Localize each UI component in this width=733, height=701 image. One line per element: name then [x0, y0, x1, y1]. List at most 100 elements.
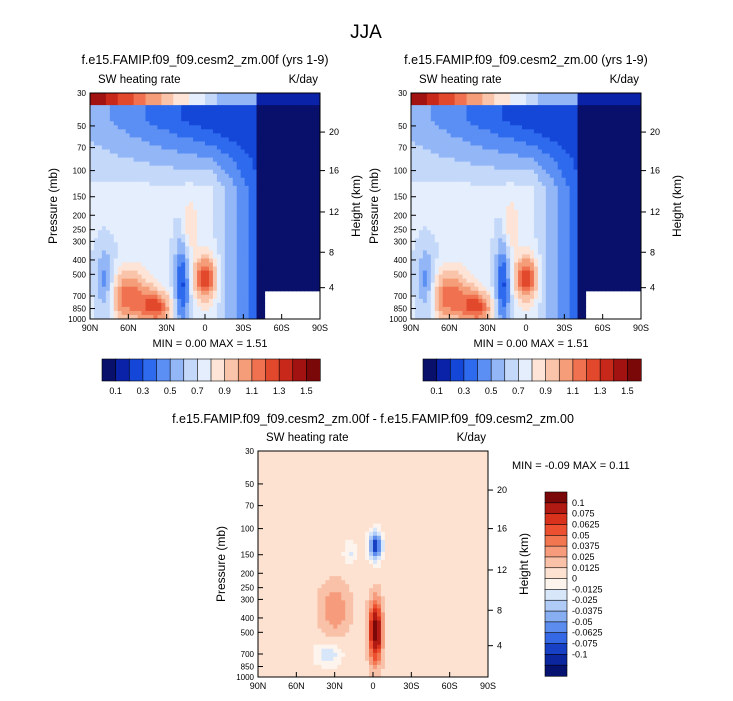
heatmap-cell: [145, 153, 151, 159]
heatmap-cell: [474, 197, 480, 203]
heatmap-cell: [426, 230, 432, 235]
heatmap-cell: [93, 113, 99, 118]
heatmap-cell: [121, 165, 127, 171]
heatmap-cell: [248, 125, 254, 130]
heatmap-cell: [189, 302, 194, 308]
heatmap-cell: [478, 214, 483, 219]
heatmap-cell: [426, 286, 432, 292]
heatmap-cell: [438, 262, 444, 268]
heatmap-cell: [101, 169, 107, 175]
heatmap-cell: [434, 185, 440, 191]
heatmap-cell: [133, 157, 139, 163]
heatmap-cell: [177, 234, 182, 239]
heatmap-cell: [442, 274, 448, 280]
heatmap-cell: [264, 250, 270, 256]
heatmap-cell: [316, 270, 320, 276]
heatmap-cell: [157, 290, 162, 296]
heatmap-cell: [137, 193, 143, 199]
heatmap-cell: [248, 157, 254, 163]
heatmap-cell: [422, 125, 428, 130]
heatmap-cell: [454, 141, 460, 147]
heatmap-cell: [533, 173, 539, 179]
heatmap-cell: [316, 238, 320, 243]
heatmap-cell: [137, 306, 143, 312]
heatmap-cell: [526, 294, 531, 300]
heatmap-cell: [426, 157, 432, 163]
heatmap-cell: [411, 210, 416, 215]
heatmap-cell: [430, 105, 436, 110]
heatmap-cell: [256, 298, 262, 304]
heatmap-cell: [442, 101, 448, 106]
heatmap-cell: [482, 189, 487, 195]
heatmap-cell: [280, 145, 285, 151]
heatmap-cell: [296, 274, 301, 280]
heatmap-cell: [304, 226, 309, 231]
heatmap-cell: [240, 125, 246, 130]
heatmap-cell: [256, 226, 262, 231]
heatmap-cell: [109, 278, 115, 284]
heatmap-cell: [446, 214, 452, 219]
heatmap-cell: [185, 226, 190, 231]
heatmap-cell: [474, 185, 480, 191]
heatmap-cell: [533, 185, 539, 191]
colorbar-swatch: [142, 358, 158, 382]
heatmap-cell: [248, 210, 254, 215]
heatmap-cell: [201, 169, 206, 175]
heatmap-cell: [280, 214, 285, 219]
heatmap-cell: [292, 193, 297, 199]
heatmap-cell: [165, 278, 170, 284]
heatmap-cell: [228, 246, 234, 251]
heatmap-cell: [153, 193, 159, 199]
heatmap-cell: [506, 206, 511, 211]
heatmap-cell: [430, 189, 436, 195]
heatmap-cell: [101, 181, 107, 187]
heatmap-cell: [502, 189, 507, 195]
heatmap-cell: [490, 101, 495, 106]
heatmap-cell: [450, 121, 456, 126]
heatmap-cell: [470, 105, 476, 110]
heatmap-cell: [268, 137, 274, 143]
heatmap-cell: [169, 302, 174, 308]
heatmap-cell: [129, 141, 135, 147]
heatmap-cell: [411, 254, 416, 260]
heatmap-cell: [494, 230, 499, 235]
heatmap-cell: [90, 246, 95, 251]
heatmap-cell: [90, 105, 95, 110]
heatmap-cell: [462, 149, 468, 155]
heatmap-cell: [422, 153, 428, 159]
heatmap-cell: [478, 177, 483, 183]
heatmap-cell: [232, 173, 238, 179]
heatmap-cell: [193, 242, 198, 247]
heatmap-cell: [113, 97, 119, 102]
heatmap-cell: [109, 310, 115, 316]
heatmap-cell: [316, 153, 320, 159]
heatmap-cell: [145, 133, 151, 138]
heatmap-cell: [185, 137, 190, 143]
heatmap-cell: [522, 242, 527, 247]
heatmap-cell: [193, 226, 198, 231]
heatmap-cell: [185, 250, 190, 256]
heatmap-cell: [280, 117, 285, 122]
heatmap-cell: [185, 290, 190, 296]
heatmap-cell: [450, 149, 456, 155]
heatmap-cell: [101, 109, 107, 114]
heatmap-cell: [161, 314, 166, 319]
heatmap-cell: [430, 210, 436, 215]
heatmap-cell: [145, 250, 151, 256]
heatmap-cell: [165, 145, 170, 151]
heatmap-cell: [316, 121, 320, 126]
heatmap-cell: [189, 210, 194, 215]
heatmap-cell: [145, 97, 151, 102]
heatmap-cell: [232, 185, 238, 191]
heatmap-cell: [105, 137, 111, 143]
heatmap-cell: [414, 129, 420, 134]
heatmap-cell: [430, 193, 436, 199]
heatmap-cell: [169, 218, 174, 223]
heatmap-cell: [529, 201, 535, 207]
heatmap-cell: [201, 153, 206, 159]
heatmap-cell: [434, 193, 440, 199]
heatmap-cell: [189, 193, 194, 199]
heatmap-cell: [296, 121, 301, 126]
heatmap-cell: [292, 165, 297, 171]
heatmap-cell: [93, 266, 99, 272]
